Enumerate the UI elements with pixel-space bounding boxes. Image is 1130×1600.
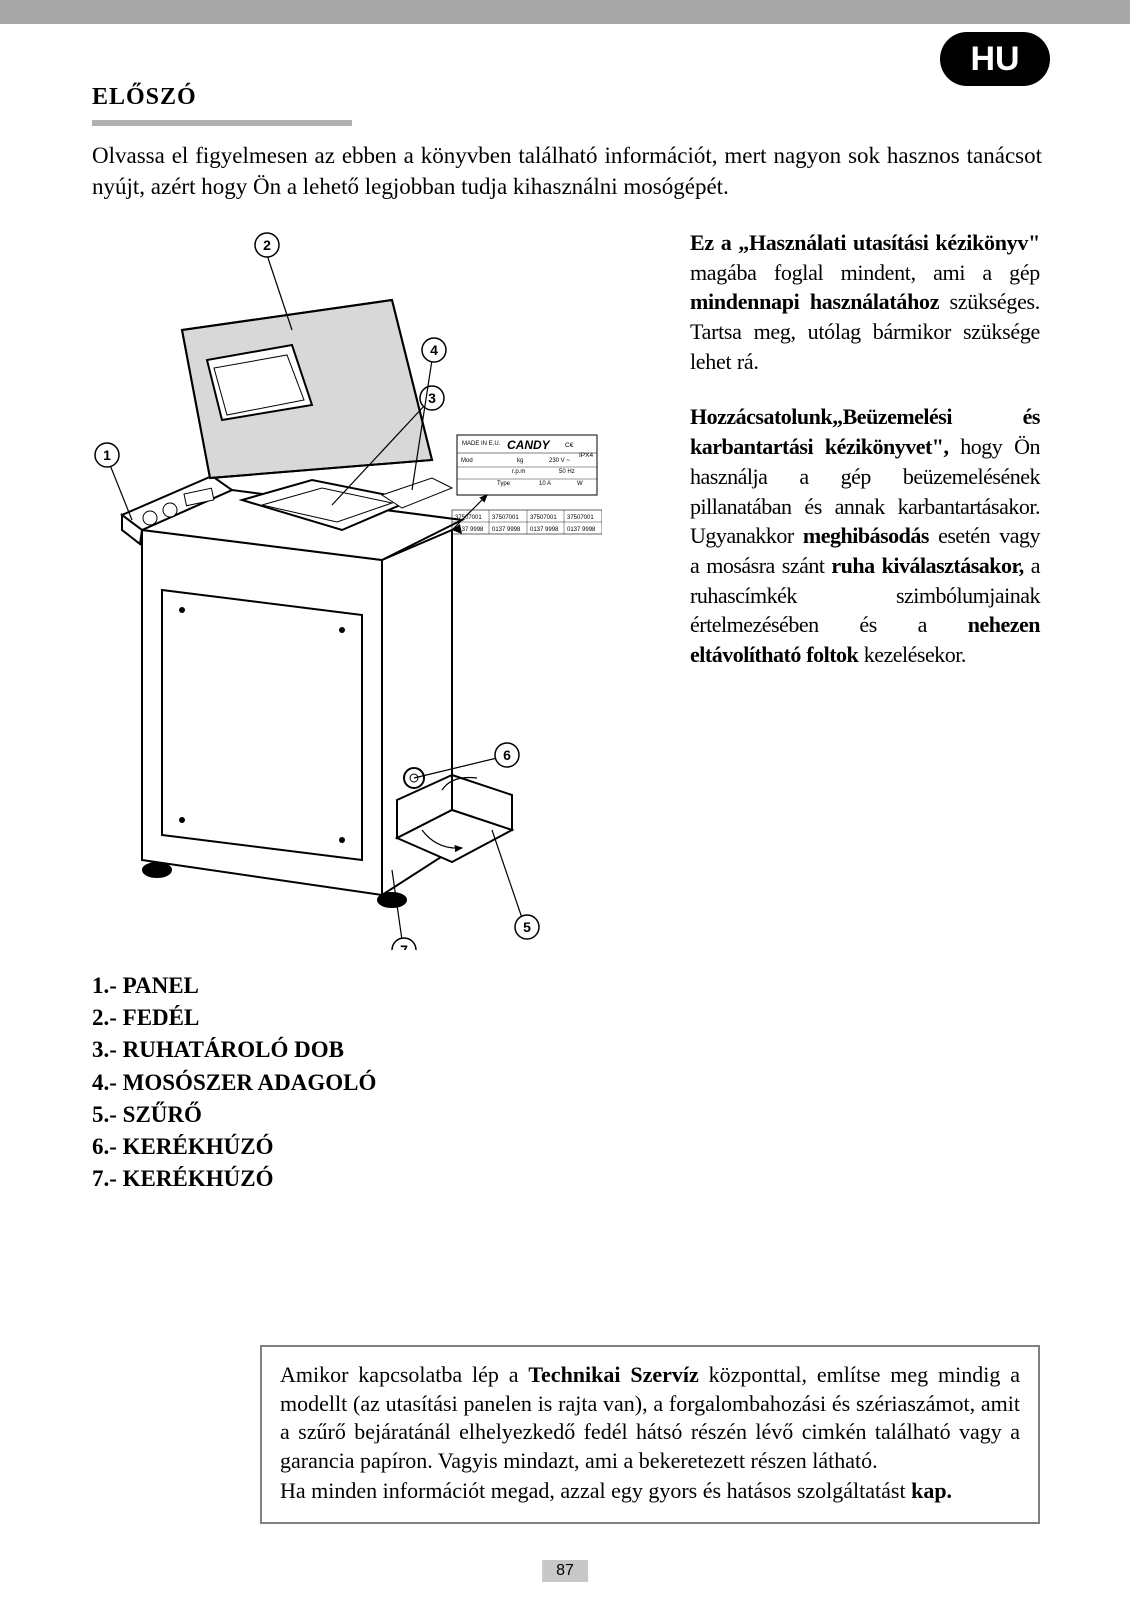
part-7: 7.- KERÉKHÚZÓ bbox=[92, 1163, 376, 1195]
svg-text:37507001: 37507001 bbox=[530, 515, 557, 521]
svg-text:kg: kg bbox=[517, 458, 523, 464]
svg-text:5: 5 bbox=[523, 919, 531, 935]
part-6: 6.- KERÉKHÚZÓ bbox=[92, 1131, 376, 1163]
svg-text:0137 9998: 0137 9998 bbox=[530, 527, 559, 533]
svg-text:3: 3 bbox=[428, 390, 436, 406]
svg-text:0137 9998: 0137 9998 bbox=[567, 527, 596, 533]
intro-paragraph: Olvassa el figyelmesen az ebben a könyvb… bbox=[92, 140, 1042, 202]
top-bar bbox=[0, 0, 1130, 24]
part-2: 2.- FEDÉL bbox=[92, 1002, 376, 1034]
part-1: 1.- PANEL bbox=[92, 970, 376, 1002]
svg-text:1: 1 bbox=[103, 447, 111, 463]
manual-paragraph-2: Hozzácsatolunk„Beüzemelési és karbantart… bbox=[690, 402, 1040, 669]
language-badge: HU bbox=[940, 32, 1050, 86]
svg-text:6: 6 bbox=[503, 747, 511, 763]
svg-text:7: 7 bbox=[400, 942, 408, 950]
svg-text:37507001: 37507001 bbox=[455, 515, 482, 521]
machine-diagram: MADE IN E.U. CANDY C€ IPX4 Mod kg 230 V … bbox=[92, 230, 602, 950]
svg-text:Mod: Mod bbox=[461, 458, 473, 464]
part-4: 4.- MOSÓSZER ADAGOLÓ bbox=[92, 1067, 376, 1099]
section-title: ELŐSZÓ bbox=[92, 84, 197, 111]
svg-text:0137 9998: 0137 9998 bbox=[492, 527, 521, 533]
svg-text:0137 9998: 0137 9998 bbox=[455, 527, 484, 533]
svg-text:C€: C€ bbox=[565, 442, 574, 449]
right-text-column: Ez a „Használati utasítási kézikönyv" ma… bbox=[690, 228, 1040, 696]
svg-text:37507001: 37507001 bbox=[492, 515, 519, 521]
part-3: 3.- RUHATÁROLÓ DOB bbox=[92, 1034, 376, 1066]
service-line-2: Ha minden információt megad, azzal egy g… bbox=[280, 1477, 1020, 1506]
svg-text:50 Hz: 50 Hz bbox=[559, 469, 575, 475]
svg-text:37507001: 37507001 bbox=[567, 515, 594, 521]
page-number: 87 bbox=[542, 1560, 588, 1582]
manual-paragraph-1: Ez a „Használati utasítási kézikönyv" ma… bbox=[690, 228, 1040, 376]
svg-text:Type: Type bbox=[497, 481, 511, 487]
title-underline bbox=[92, 120, 352, 126]
svg-text:10 A: 10 A bbox=[539, 481, 551, 487]
svg-text:W: W bbox=[577, 481, 583, 487]
svg-text:230 V ~: 230 V ~ bbox=[549, 458, 570, 464]
svg-text:4: 4 bbox=[430, 342, 438, 358]
svg-text:MADE IN E.U.: MADE IN E.U. bbox=[462, 441, 501, 447]
svg-text:CANDY: CANDY bbox=[507, 438, 551, 452]
svg-text:2: 2 bbox=[263, 237, 271, 253]
svg-text:r.p.m: r.p.m bbox=[512, 469, 525, 475]
parts-list: 1.- PANEL 2.- FEDÉL 3.- RUHATÁROLÓ DOB 4… bbox=[92, 970, 376, 1195]
service-info-box: Amikor kapcsolatba lép a Technikai Szerv… bbox=[260, 1345, 1040, 1524]
part-5: 5.- SZŰRŐ bbox=[92, 1099, 376, 1131]
service-line-1: Amikor kapcsolatba lép a Technikai Szerv… bbox=[280, 1361, 1020, 1475]
